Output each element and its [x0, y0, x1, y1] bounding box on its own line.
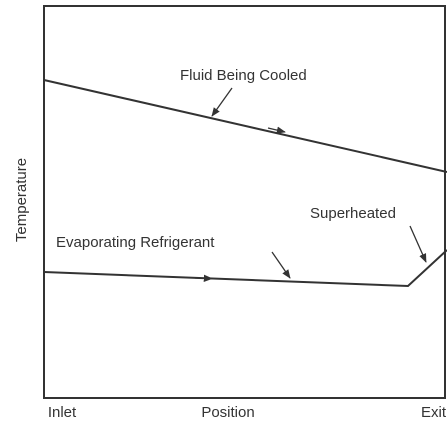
leader-arrow	[409, 225, 427, 263]
curve-label: Evaporating Refrigerant	[56, 234, 215, 251]
leader-arrow	[211, 87, 233, 117]
x-start-label: Inlet	[48, 404, 77, 421]
curve-label: Fluid Being Cooled	[180, 67, 307, 84]
y-axis-label: Temperature	[13, 158, 30, 242]
leader-arrow	[271, 251, 291, 279]
flow-arrow	[267, 126, 286, 134]
fluid-line	[43, 79, 447, 173]
flow-arrow	[194, 274, 213, 282]
curve-label: Superheated	[310, 205, 396, 222]
plot-frame	[43, 5, 446, 399]
refrigerant-line	[43, 249, 447, 288]
x-axis-label: Position	[201, 404, 254, 421]
x-end-label: Exit	[421, 404, 447, 421]
